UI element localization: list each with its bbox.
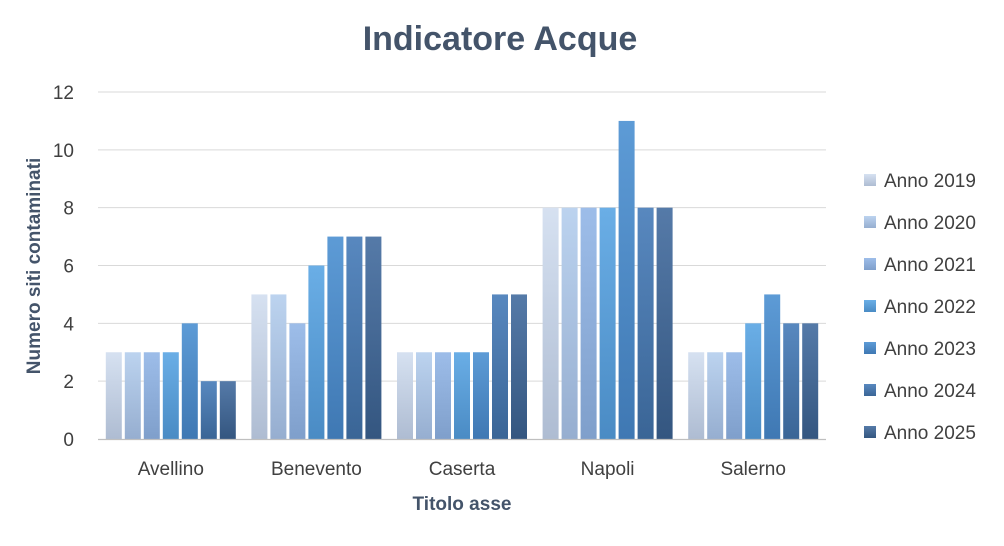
- legend: Anno 2019 Anno 2020 Anno 2021 Anno 2022 Anno…: [864, 171, 976, 444]
- legend-label: Anno 2024: [884, 381, 976, 402]
- legend-label: Anno 2019: [884, 171, 976, 192]
- legend-swatch: [864, 426, 876, 438]
- legend-label: Anno 2020: [884, 213, 976, 234]
- bar-benevento-anno-2021: [289, 323, 306, 439]
- x-tick-label: Salerno: [720, 459, 786, 480]
- bar-benevento-anno-2022: [308, 265, 325, 439]
- bar-caserta-anno-2019: [397, 352, 413, 439]
- bar-napoli-anno-2023: [618, 120, 635, 440]
- bar-avellino-anno-2021: [143, 352, 160, 439]
- x-axis-ticks: Avellino Benevento Caserta Napoli Salerno: [138, 459, 786, 480]
- bar-caserta-anno-2020: [416, 352, 432, 439]
- legend-swatch: [864, 300, 876, 312]
- bar-napoli-anno-2021: [580, 207, 597, 439]
- bar-salerno-anno-2023: [764, 294, 781, 439]
- bar-avellino-anno-2019: [105, 352, 122, 439]
- bar-salerno-anno-2024: [783, 323, 800, 439]
- bar-benevento-anno-2025: [365, 236, 382, 439]
- bar-napoli-anno-2020: [561, 207, 578, 439]
- bar-napoli-anno-2025: [656, 207, 673, 439]
- x-axis-title: Titolo asse: [413, 494, 512, 515]
- legend-swatch: [864, 258, 876, 270]
- bar-napoli-anno-2024: [637, 207, 654, 439]
- bar-salerno-anno-2022: [745, 323, 762, 439]
- bar-caserta-anno-2022: [454, 352, 470, 439]
- bar-salerno-anno-2025: [802, 323, 819, 439]
- legend-swatch: [864, 384, 876, 396]
- bar-salerno-anno-2019: [688, 352, 705, 439]
- legend-label: Anno 2025: [884, 423, 976, 444]
- bar-napoli-anno-2019: [542, 207, 559, 439]
- bar-avellino-anno-2022: [162, 352, 179, 439]
- y-tick-label: 4: [63, 314, 74, 335]
- bars: [105, 120, 819, 440]
- bar-salerno-anno-2020: [707, 352, 724, 439]
- bar-napoli-anno-2022: [599, 207, 616, 439]
- y-tick-label: 8: [63, 199, 74, 220]
- y-tick-label: 0: [63, 430, 74, 451]
- bar-benevento-anno-2020: [270, 294, 287, 439]
- x-tick-label: Benevento: [271, 459, 362, 480]
- bar-caserta-anno-2023: [473, 352, 489, 439]
- y-axis-title: Numero siti contaminati: [24, 158, 45, 374]
- bar-benevento-anno-2019: [251, 294, 268, 439]
- bar-avellino-anno-2020: [124, 352, 141, 439]
- legend-swatch: [864, 342, 876, 354]
- legend-swatch: [864, 174, 876, 186]
- x-tick-label: Caserta: [429, 459, 496, 480]
- y-axis-ticks: 0 2 4 6 8 10 12: [53, 83, 75, 451]
- bar-salerno-anno-2021: [726, 352, 743, 439]
- y-tick-label: 10: [53, 141, 74, 162]
- legend-swatch: [864, 216, 876, 228]
- bar-benevento-anno-2024: [346, 236, 363, 439]
- x-tick-label: Napoli: [581, 459, 635, 480]
- bar-caserta-anno-2024: [492, 294, 508, 439]
- gridlines: [98, 91, 826, 382]
- legend-label: Anno 2022: [884, 297, 976, 318]
- bar-benevento-anno-2023: [327, 236, 344, 439]
- bar-avellino-anno-2025: [219, 381, 236, 439]
- bar-caserta-anno-2025: [511, 294, 527, 439]
- y-tick-label: 6: [63, 257, 74, 278]
- y-tick-label: 12: [53, 83, 74, 104]
- legend-label: Anno 2023: [884, 339, 976, 360]
- chart-title: Indicatore Acque: [363, 20, 638, 58]
- x-tick-label: Avellino: [138, 459, 204, 480]
- bar-avellino-anno-2023: [181, 323, 198, 439]
- bar-caserta-anno-2021: [435, 352, 451, 439]
- legend-label: Anno 2021: [884, 255, 976, 276]
- bar-avellino-anno-2024: [200, 381, 217, 439]
- y-tick-label: 2: [63, 372, 74, 393]
